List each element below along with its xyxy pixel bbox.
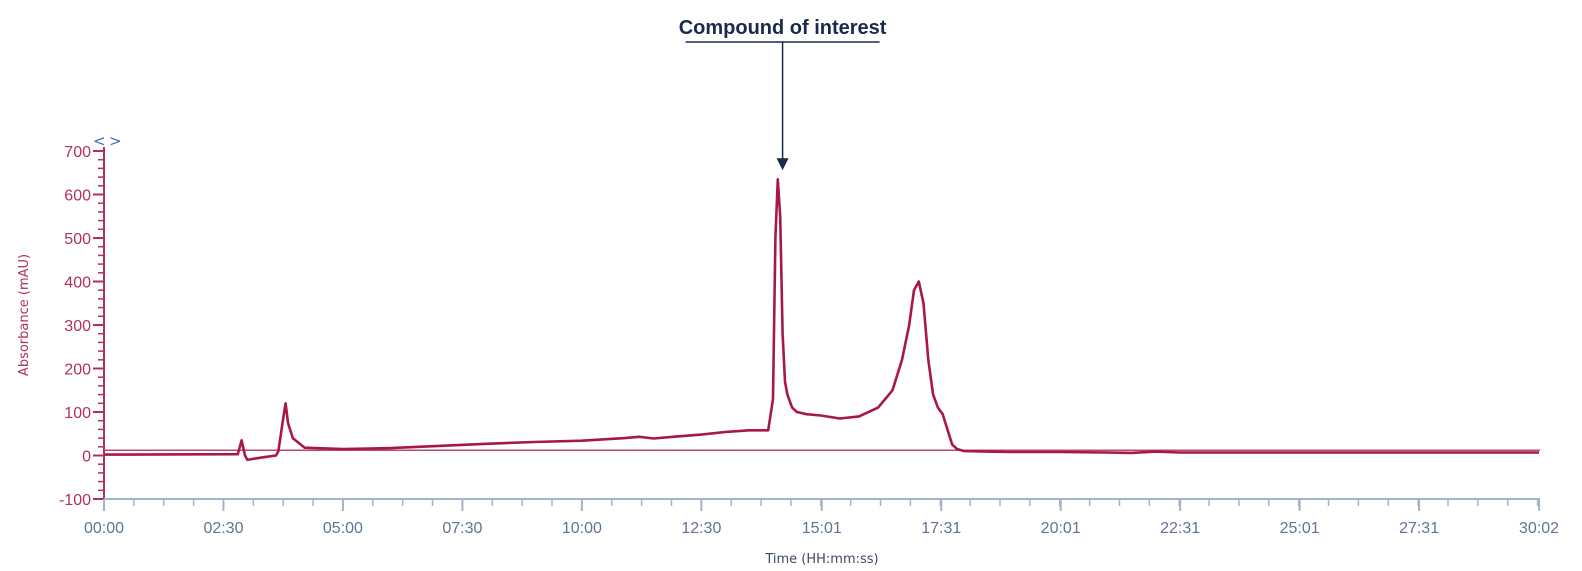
y-tick-label: 500 bbox=[64, 231, 91, 248]
absorbance-series-line bbox=[103, 178, 1539, 462]
y-tick-label: 600 bbox=[64, 188, 91, 205]
chevron-right-icon[interactable]: > bbox=[109, 132, 122, 150]
x-tick-label: 05:00 bbox=[323, 520, 363, 537]
annotation-layer: Compound of interest bbox=[679, 17, 887, 171]
y-tick-label: 0 bbox=[82, 449, 91, 466]
x-tick-label: 22:31 bbox=[1160, 520, 1200, 537]
x-tick-label: 30:02 bbox=[1519, 520, 1559, 537]
axes: -100 0 100 200 300 400 500 600 700 00:00 02:30 05:0… bbox=[59, 144, 1559, 537]
x-tick-label: 20:01 bbox=[1041, 520, 1081, 537]
x-axis-title: Time (HH:mm:ss) bbox=[764, 552, 878, 567]
x-tick-label: 17:31 bbox=[921, 520, 961, 537]
x-tick-label: 15:01 bbox=[802, 520, 842, 537]
x-tick-label: 12:30 bbox=[681, 520, 721, 537]
series-layer bbox=[103, 178, 1539, 462]
x-tick-label: 25:01 bbox=[1280, 520, 1320, 537]
y-tick-label: 200 bbox=[64, 362, 91, 379]
annotation-arrow-head bbox=[776, 158, 789, 171]
y-axis-title: Absorbance (mAU) bbox=[17, 254, 32, 376]
x-tick-label: 27:31 bbox=[1399, 520, 1439, 537]
x-tick-label: 00:00 bbox=[84, 520, 124, 537]
y-tick-label: 100 bbox=[64, 405, 91, 422]
x-tick-label: 10:00 bbox=[562, 520, 602, 537]
y-tick-label: 700 bbox=[64, 144, 91, 161]
x-tick-label: 02:30 bbox=[203, 520, 243, 537]
chart-nav[interactable]: < > bbox=[93, 132, 122, 150]
y-tick-label: 300 bbox=[64, 318, 91, 335]
chevron-left-icon[interactable]: < bbox=[93, 132, 106, 150]
annotation-label: Compound of interest bbox=[679, 17, 887, 39]
x-tick-label: 07:30 bbox=[442, 520, 482, 537]
y-tick-label: 400 bbox=[64, 275, 91, 292]
y-tick-label: -100 bbox=[59, 492, 91, 509]
